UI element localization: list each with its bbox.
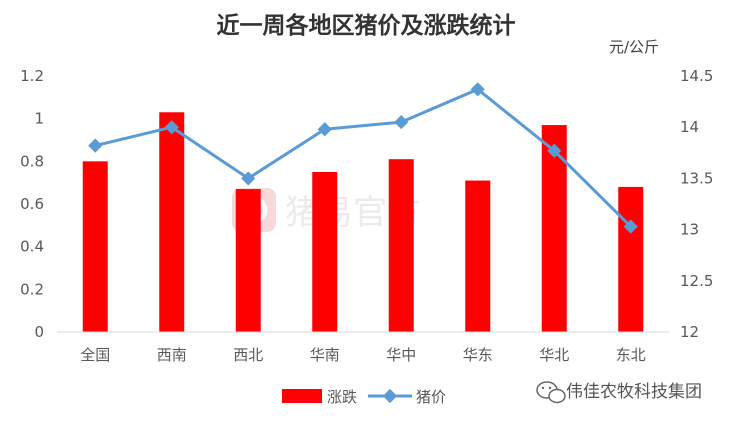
- y-right-tick-label: 13: [680, 221, 699, 239]
- y-right-tick-label: 14: [680, 118, 699, 136]
- y-right-tick-label: 12: [680, 323, 699, 341]
- x-axis-labels: 全国 西南 西北 华南 华中 华东 华北 东北: [80, 346, 646, 364]
- price-point-东北: [623, 219, 638, 234]
- price-point-全国: [88, 138, 103, 153]
- price-point-华中: [394, 115, 409, 130]
- legend: 涨跌 猪价: [282, 388, 446, 406]
- bar-华南: [312, 172, 338, 332]
- legend-swatch-marker: [382, 388, 398, 404]
- legend-label-bar: 涨跌: [327, 388, 357, 406]
- y-left-tick-label: 0.2: [20, 280, 44, 298]
- bar-西南: [159, 112, 185, 333]
- left-axis: 0 0.2 0.4 0.6 0.8 1 1.2: [20, 67, 44, 341]
- footer-watermark: 伟佳农牧科技集团: [536, 381, 702, 404]
- right-axis-unit: 元/公斤: [609, 38, 659, 56]
- x-tick-label: 华中: [386, 346, 416, 364]
- y-right-tick-label: 14.5: [680, 67, 713, 85]
- y-right-tick-label: 12.5: [680, 272, 713, 290]
- bar-西北: [235, 189, 261, 332]
- price-point-西北: [241, 171, 256, 186]
- y-left-tick-label: 1.2: [20, 67, 44, 85]
- y-left-tick-label: 0: [34, 323, 44, 341]
- x-tick-label: 东北: [616, 346, 646, 364]
- price-point-华南: [317, 122, 332, 137]
- y-left-tick-label: 1: [34, 110, 44, 128]
- x-tick-label: 全国: [80, 346, 110, 364]
- price-point-华北: [547, 143, 562, 158]
- y-left-tick-label: 0.8: [20, 152, 44, 170]
- wechat-icon: [536, 381, 566, 404]
- bar-华东: [465, 180, 491, 332]
- bar-series: [82, 112, 644, 333]
- right-axis: 12 12.5 13 13.5 14 14.5: [680, 67, 713, 341]
- legend-swatch-bar: [282, 389, 322, 403]
- price-line: [94, 87, 632, 228]
- x-tick-label: 华南: [310, 346, 340, 364]
- y-right-tick-label: 13.5: [680, 169, 713, 187]
- bar-华中: [388, 159, 414, 332]
- x-tick-label: 华北: [539, 346, 569, 364]
- x-tick-label: 华东: [463, 346, 493, 364]
- price-point-华东: [470, 82, 485, 97]
- bar-全国: [82, 161, 108, 332]
- y-left-tick-label: 0.4: [20, 238, 44, 256]
- bar-东北: [618, 186, 644, 332]
- y-left-tick-label: 0.6: [20, 195, 44, 213]
- x-tick-label: 西北: [233, 346, 263, 364]
- footer-watermark-text: 伟佳农牧科技集团: [566, 382, 702, 402]
- x-tick-label: 西南: [157, 346, 187, 364]
- legend-label-line: 猪价: [416, 388, 446, 406]
- chart-title: 近一周各地区猪价及涨跌统计: [217, 12, 516, 39]
